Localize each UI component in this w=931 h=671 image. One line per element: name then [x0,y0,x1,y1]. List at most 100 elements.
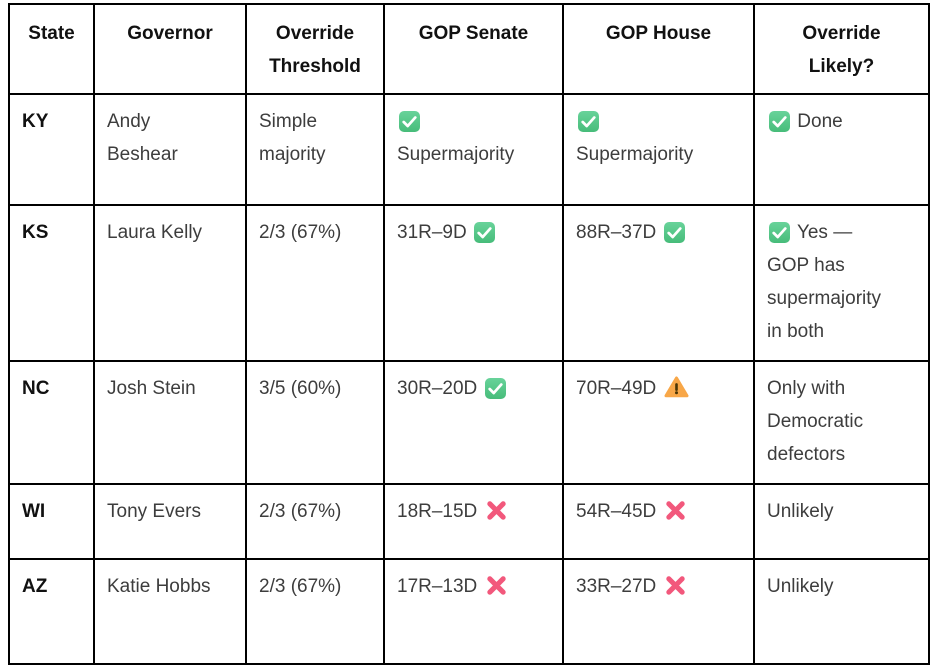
cell-text: Laura Kelly [107,222,203,243]
cell-text: 70R–49D [576,378,657,399]
cell-line: supermajority [767,282,916,315]
cell-line [397,105,550,138]
cell-line: 17R–13D [397,570,550,603]
cell-text: 2/3 (67%) [259,501,342,522]
column-header-state: State [8,3,95,95]
cell-text: 30R–20D [397,378,478,399]
header-text: Override [275,23,355,44]
cell-text: NC [22,378,50,399]
check-icon [769,222,790,243]
cell-text: Unlikely [767,501,834,522]
override-threshold-cell: 2/3 (67%) [245,558,385,665]
override-threshold-cell: 2/3 (67%) [245,204,385,362]
cell-text: 2/3 (67%) [259,222,342,243]
gop-house-cell: 33R–27D [562,558,755,665]
state-cell: AZ [8,558,95,665]
check-icon [399,111,420,132]
table-row-AZ: AZ Katie Hobbs 2/3 (67%) 17R–13D 33R–27D Un… [8,558,930,665]
override-likely-cell: Unlikely [753,483,930,560]
cell-line: 3/5 (60%) [259,372,371,405]
check-icon [474,222,495,243]
cell-text: 31R–9D [397,222,467,243]
header-text: Threshold [269,56,361,77]
cell-line: Unlikely [767,570,916,603]
cell-line: Supermajority [576,138,741,171]
governor-cell: Josh Stein [93,360,247,485]
cell-text: supermajority [767,288,882,309]
gop-senate-cell: 30R–20D [383,360,564,485]
state-cell: NC [8,360,95,485]
gop-house-cell: 88R–37D [562,204,755,362]
check-icon [578,111,599,132]
governor-cell: Tony Evers [93,483,247,560]
cell-text: 2/3 (67%) [259,576,342,597]
cell-line [576,105,741,138]
cell-line: 88R–37D [576,216,741,249]
cell-text: Supermajority [397,144,515,165]
cell-line: 70R–49D [576,372,741,405]
cell-line: Katie Hobbs [107,570,233,603]
cell-line: majority [259,138,371,171]
cell-text: WI [22,501,46,522]
cell-line: defectors [767,438,916,471]
cell-line: 18R–15D [397,495,550,528]
cell-line: Yes — [767,216,916,249]
cell-text: 54R–45D [576,501,657,522]
cell-text: Simple [259,111,318,132]
override-threshold-cell: Simple majority [245,93,385,206]
cell-text: 33R–27D [576,576,657,597]
cell-text: Only with [767,378,846,399]
cell-text: majority [259,144,326,165]
header-text: GOP Senate [418,23,529,44]
override-threshold-cell: 2/3 (67%) [245,483,385,560]
cell-line: WI [22,495,81,528]
table-row-WI: WI Tony Evers 2/3 (67%) 18R–15D 54R–45D Unl… [8,483,930,560]
header-text: Override [802,23,881,44]
table-row-KY: KY Andy Beshear Simple majority Supermajority… [8,93,930,206]
cell-text: 3/5 (60%) [259,378,342,399]
governor-cell: Andy Beshear [93,93,247,206]
cell-line: 2/3 (67%) [259,216,371,249]
check-icon [769,111,790,132]
table-header: State Governor Override Threshold GOP Senate… [8,3,930,95]
gop-house-cell: 54R–45D [562,483,755,560]
cell-line: Josh Stein [107,372,233,405]
column-header-governor: Governor [93,3,247,95]
governor-cell: Katie Hobbs [93,558,247,665]
gop-house-cell: Supermajority [562,93,755,206]
check-icon [663,222,685,243]
check-icon [484,378,506,399]
cell-line: 31R–9D [397,216,550,249]
gop-senate-cell: Supermajority [383,93,564,206]
cross-icon [664,574,687,597]
table-row-KS: KS Laura Kelly 2/3 (67%) 31R–9D 88R–37D Yes… [8,204,930,362]
cross-icon [664,499,687,522]
header-text: State [28,23,75,44]
override-likely-cell: Done [753,93,930,206]
cell-line: Tony Evers [107,495,233,528]
cell-text: Andy [107,111,151,132]
cell-line: 33R–27D [576,570,741,603]
column-header-override-likely: Override Likely? [753,3,930,95]
cell-line: 2/3 (67%) [259,495,371,528]
gop-senate-cell: 17R–13D [383,558,564,665]
cell-line: KY [22,105,81,138]
governor-cell: Laura Kelly [93,204,247,362]
cell-text: 18R–15D [397,501,478,522]
cell-line: Supermajority [397,138,550,171]
cell-text: Beshear [107,144,178,165]
cross-icon [485,574,508,597]
cell-line: Simple [259,105,371,138]
cell-line: GOP has [767,249,916,282]
cell-text: 88R–37D [576,222,657,243]
cell-line: 30R–20D [397,372,550,405]
override-likely-cell: Yes — GOP has supermajority in both [753,204,930,362]
cell-text: Josh Stein [107,378,196,399]
cell-text: 17R–13D [397,576,478,597]
cell-text: Tony Evers [107,501,201,522]
header-text: GOP House [605,23,712,44]
cell-text: GOP has [767,255,845,276]
state-cell: KS [8,204,95,362]
override-likely-cell: Only with Democratic defectors [753,360,930,485]
cell-text: KY [22,111,49,132]
